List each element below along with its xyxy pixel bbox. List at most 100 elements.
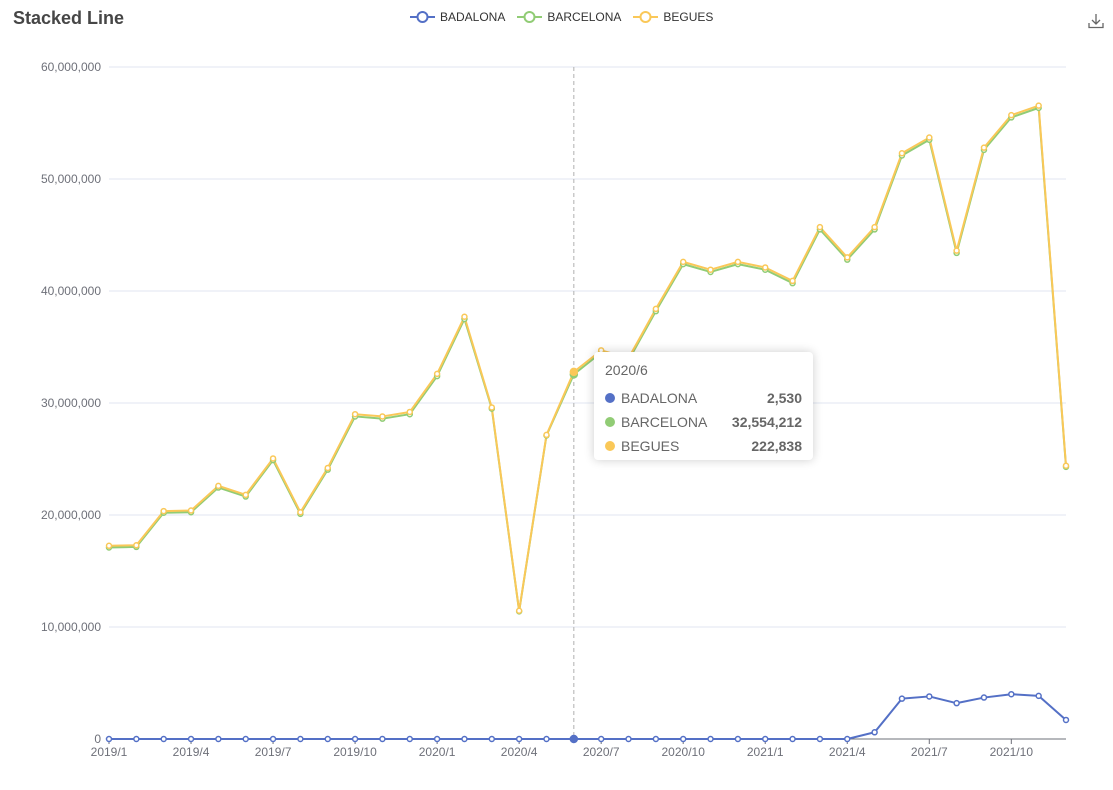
data-point-begues xyxy=(679,258,687,266)
tooltip-row-badalona: BADALONA 2,530 xyxy=(605,386,802,410)
data-point-badalona xyxy=(844,735,851,743)
data-point-badalona xyxy=(269,735,277,743)
data-point-begues xyxy=(707,266,714,273)
data-point-badalona xyxy=(761,735,769,743)
data-point-begues xyxy=(761,264,769,271)
data-point-badalona xyxy=(297,735,304,743)
tooltip-dot xyxy=(605,393,615,403)
legend-label: BADALONA xyxy=(440,10,506,24)
data-point-begues xyxy=(215,482,222,490)
tooltip-series-name: BEGUES xyxy=(621,438,680,454)
x-tick-label: 2020/10 xyxy=(662,745,706,759)
data-point-badalona xyxy=(160,735,167,743)
data-point-begues xyxy=(269,455,277,462)
data-point-badalona xyxy=(515,735,523,743)
data-point-badalona xyxy=(980,694,988,701)
data-point-begues xyxy=(488,404,496,411)
data-point-begues xyxy=(980,144,988,151)
tooltip-series-name: BADALONA xyxy=(621,390,698,406)
data-point-begues xyxy=(543,431,550,439)
data-point-badalona xyxy=(898,695,906,702)
legend-label: BARCELONA xyxy=(547,10,622,24)
x-tick-label: 2021/10 xyxy=(990,745,1034,759)
y-tick-label: 20,000,000 xyxy=(41,508,101,522)
y-tick-label: 40,000,000 xyxy=(41,284,101,298)
x-tick-label: 2019/4 xyxy=(173,745,210,759)
data-point-badalona xyxy=(569,734,579,744)
data-point-badalona xyxy=(543,735,550,743)
data-point-begues xyxy=(515,607,523,615)
x-tick-label: 2020/1 xyxy=(419,745,456,759)
data-point-badalona xyxy=(133,735,140,743)
data-point-begues xyxy=(1008,111,1015,119)
data-point-begues xyxy=(953,247,960,254)
download-icon[interactable] xyxy=(1087,12,1105,35)
data-point-badalona xyxy=(707,735,714,743)
data-point-begues xyxy=(461,313,468,321)
x-tick-label: 2021/1 xyxy=(747,745,784,759)
tooltip-series-name: BARCELONA xyxy=(621,414,708,430)
y-tick-label: 50,000,000 xyxy=(41,172,101,186)
tooltip-row-barcelona: BARCELONA 32,554,212 xyxy=(605,410,802,434)
tooltip-title: 2020/6 xyxy=(605,362,648,378)
data-point-begues xyxy=(406,408,414,416)
x-tick-label: 2019/10 xyxy=(333,745,377,759)
data-point-badalona xyxy=(406,735,414,743)
data-point-begues xyxy=(734,258,742,266)
data-point-begues xyxy=(816,223,824,231)
tooltip-series-value: 2,530 xyxy=(766,390,802,406)
data-point-badalona xyxy=(105,735,113,743)
tooltip: 2020/6 BADALONA 2,530 BARCELONA 32,554,2… xyxy=(594,352,813,460)
data-point-badalona xyxy=(1062,716,1070,724)
legend-marker-badalona xyxy=(410,11,435,23)
data-point-badalona xyxy=(242,735,249,743)
data-point-begues xyxy=(160,507,167,515)
legend-marker-barcelona xyxy=(517,11,543,23)
data-point-badalona xyxy=(187,735,195,743)
x-tick-label: 2021/4 xyxy=(829,745,866,759)
y-tick-label: 10,000,000 xyxy=(41,620,101,634)
y-tick-label: 0 xyxy=(94,732,101,746)
data-point-badalona xyxy=(953,699,960,707)
tooltip-series-value: 222,838 xyxy=(751,438,802,454)
legend-item-barcelona[interactable]: BARCELONA xyxy=(517,10,621,24)
data-point-begues xyxy=(187,507,195,514)
tooltip-series-value: 32,554,212 xyxy=(731,414,802,430)
data-point-begues xyxy=(324,464,331,472)
legend-item-begues[interactable]: BEGUES xyxy=(633,10,713,24)
tooltip-row-begues: BEGUES 222,838 xyxy=(605,434,802,458)
data-point-begues xyxy=(898,149,906,157)
data-point-badalona xyxy=(1035,692,1042,700)
data-point-begues xyxy=(652,305,660,313)
tooltip-dot xyxy=(605,441,615,451)
data-point-begues xyxy=(569,367,579,377)
data-point-begues xyxy=(351,410,359,418)
data-point-begues xyxy=(1035,102,1042,109)
data-point-badalona xyxy=(652,735,660,743)
data-point-begues xyxy=(871,223,878,231)
data-point-begues xyxy=(433,370,441,378)
legend: BADALONA BARCELONA BEGUES xyxy=(410,10,713,24)
y-tick-label: 30,000,000 xyxy=(41,396,101,410)
x-tick-label: 2019/1 xyxy=(91,745,128,759)
data-point-badalona xyxy=(625,735,632,743)
data-point-begues xyxy=(242,491,249,499)
series-line-barcelona xyxy=(108,106,1067,613)
data-point-begues xyxy=(926,134,933,141)
chart-title: Stacked Line xyxy=(13,8,125,28)
data-point-badalona xyxy=(433,735,441,743)
x-tick-label: 2019/7 xyxy=(255,745,292,759)
data-point-begues xyxy=(789,277,796,285)
legend-item-badalona[interactable]: BADALONA xyxy=(410,10,505,24)
x-tick-label: 2021/7 xyxy=(911,745,948,759)
data-point-begues xyxy=(379,413,386,420)
data-point-badalona xyxy=(871,729,878,736)
data-point-badalona xyxy=(734,735,742,743)
data-point-badalona xyxy=(324,735,331,743)
legend-marker-begues xyxy=(633,11,659,23)
data-point-begues xyxy=(297,508,304,516)
legend-label: BEGUES xyxy=(663,10,714,24)
data-point-badalona xyxy=(789,735,796,743)
data-point-badalona xyxy=(926,693,933,700)
